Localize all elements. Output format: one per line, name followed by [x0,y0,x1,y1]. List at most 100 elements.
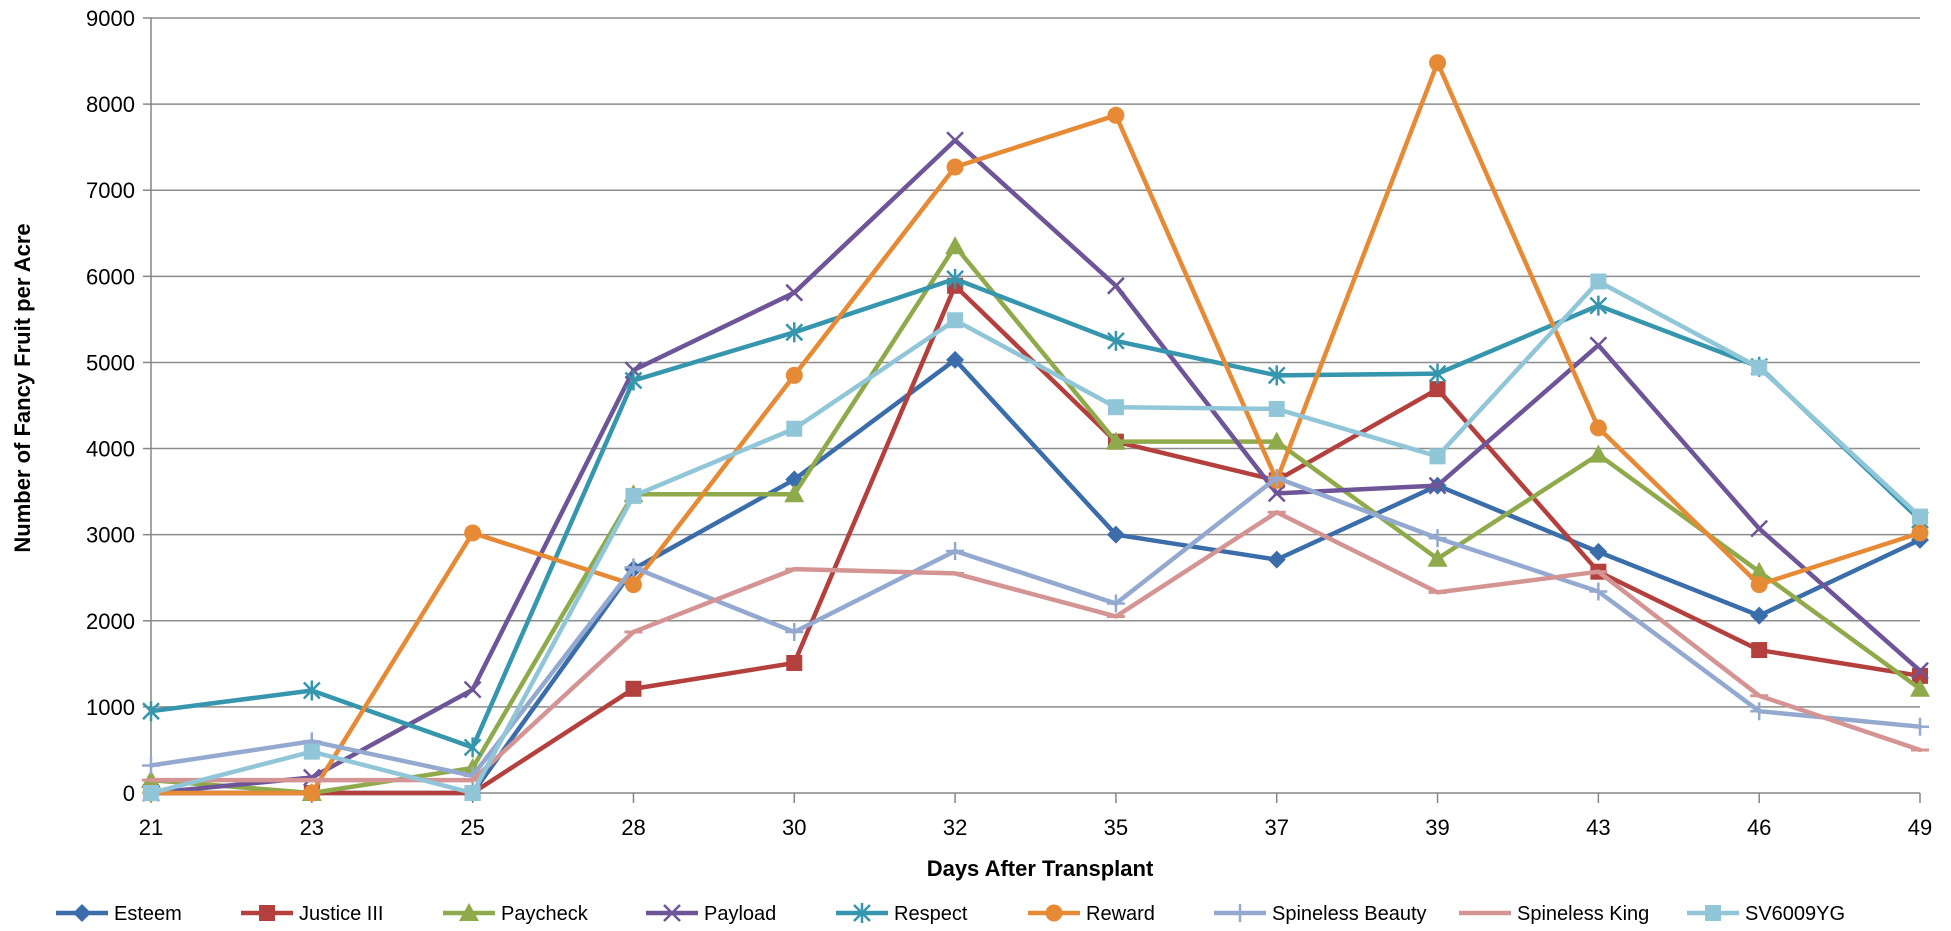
data-point [463,680,482,699]
data-point [786,654,803,671]
data-point [785,622,804,641]
x-tick-label: 37 [1264,815,1288,840]
legend-item: Spineless King [1459,903,1649,925]
legend-label: Reward [1086,903,1155,925]
legend: Esteem Justice III Paycheck Payload Respect R… [56,903,1845,925]
data-point [1590,273,1607,290]
data-point [1912,667,1928,684]
data-point [946,542,965,561]
data-point [1107,106,1125,124]
data-point [786,420,803,437]
x-tick-label: 39 [1425,815,1449,840]
data-point [1911,524,1929,542]
y-tick-label: 0 [123,781,135,806]
legend-label: SV6009YG [1745,903,1845,925]
legend-marker [1045,904,1063,922]
y-tick-label: 1000 [86,695,135,720]
data-point [464,524,482,542]
data-point [946,268,964,289]
data-point [1588,444,1609,463]
data-point [1589,336,1608,355]
data-point [946,158,964,176]
data-point [1589,542,1608,561]
data-point [945,236,966,255]
data-point [464,785,481,801]
data-point [1429,54,1447,72]
data-point [1107,330,1125,351]
data-point [1428,476,1447,495]
x-tick-label: 49 [1908,815,1932,840]
legend-label: Justice III [299,903,383,925]
x-tick-label: 30 [782,815,806,840]
data-point [785,366,803,384]
legend-marker [1705,905,1721,921]
data-point [1427,548,1448,567]
legend-marker [663,904,681,922]
data-point [1750,519,1769,538]
data-point [1267,468,1286,487]
data-point [143,785,159,801]
data-point [1268,400,1285,417]
legend-label: Spineless King [1517,903,1649,925]
series-line [148,475,1923,779]
data-point [625,680,642,697]
series-lines [141,54,1930,802]
data-point [1912,508,1928,525]
legend-label: Paycheck [501,903,589,925]
x-tick-label: 25 [460,815,484,840]
data-point [142,701,160,722]
data-point [1750,576,1768,594]
data-point [784,484,805,503]
data-point [1910,678,1930,697]
legend-item: Spineless Beauty [1214,903,1427,925]
data-point [1106,525,1125,544]
series-line [148,279,1923,796]
data-point [1911,717,1929,736]
series-line [148,138,1923,796]
data-point [1266,431,1287,450]
x-axis-title: Days After Transplant [927,856,1154,881]
legend-item: Respect [836,903,968,925]
data-point [1589,582,1608,601]
series-line [148,276,1923,750]
series-line [148,510,1923,783]
x-tick-label: 28 [621,815,645,840]
data-point [1107,399,1124,416]
data-point [1911,661,1929,680]
data-point [785,283,804,302]
y-tick-label: 2000 [86,609,135,634]
legend-marker [259,905,275,921]
data-point [624,576,642,594]
data-point [1751,359,1768,376]
data-point [303,784,321,802]
x-tick-label: 21 [139,815,163,840]
data-point [1429,381,1446,398]
legend-item: SV6009YG [1687,903,1845,925]
legend-item: Justice III [241,903,383,925]
y-tick-label: 3000 [86,523,135,548]
legend-item: Esteem [56,903,182,925]
legend-marker [853,903,871,923]
data-point [142,756,160,775]
data-point [463,737,482,758]
gridlines [151,17,1920,794]
legend-label: Esteem [114,903,182,925]
x-tick-label: 23 [300,815,324,840]
data-point [624,370,643,391]
data-point [1749,561,1770,580]
legend-marker [459,903,479,921]
series-payload [142,131,1929,802]
data-point [1428,363,1447,384]
legend-item: Payload [646,903,776,925]
data-point [1589,295,1608,316]
data-point [1428,529,1447,548]
legend-marker [73,904,91,922]
y-tick-label: 4000 [86,437,135,462]
y-tick-label: 5000 [86,350,135,375]
y-tick-label: 7000 [86,178,135,203]
data-point [785,322,804,343]
data-point [1107,276,1125,295]
legend-label: Respect [894,903,968,925]
y-axis-title: Number of Fancy Fruit per Acre [10,223,35,552]
